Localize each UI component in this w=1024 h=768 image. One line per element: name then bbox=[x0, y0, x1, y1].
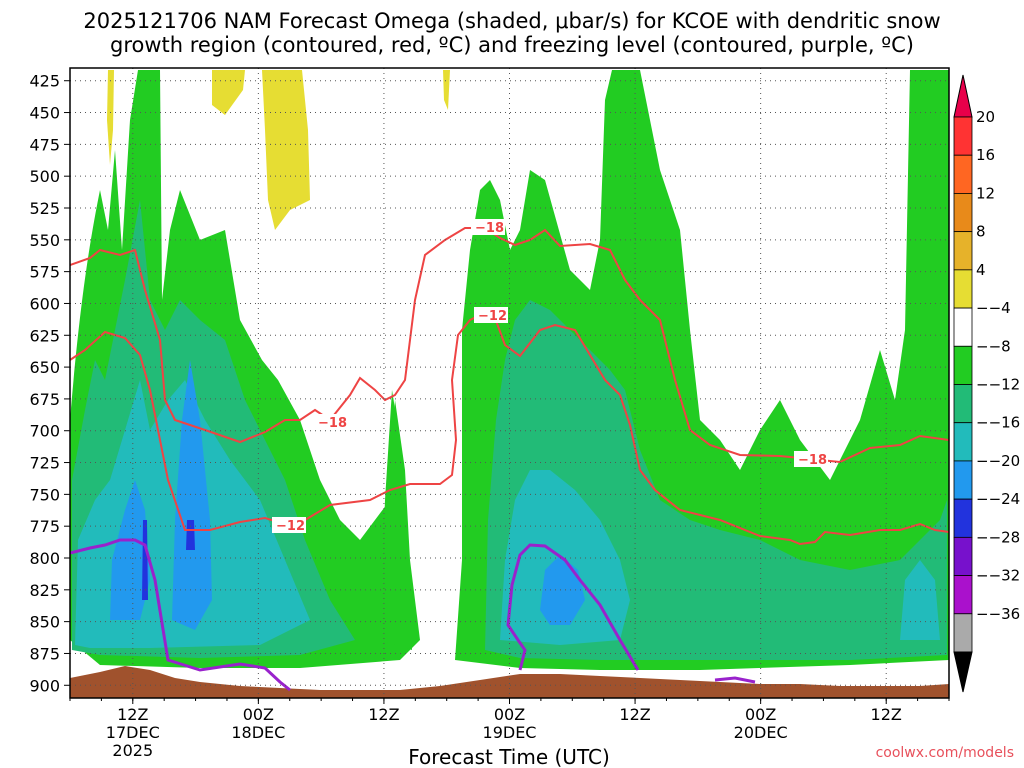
omega-blue-region-west-2 bbox=[172, 360, 212, 630]
omega-yellow-region-3 bbox=[107, 70, 114, 165]
chart-title-line-1: 2025121706 NAM Forecast Omega (shaded, μ… bbox=[83, 9, 940, 33]
colorbar-label: −−28 bbox=[976, 528, 1020, 546]
colorbar-segment bbox=[953, 422, 973, 462]
y-tick-label: 700 bbox=[29, 422, 60, 441]
y-axis: 425 450 475 500 525 550 575 600 625 650 675 700 725 7… bbox=[29, 72, 70, 695]
label-halo bbox=[474, 307, 508, 323]
colorbar-label: −−16 bbox=[976, 414, 1020, 432]
y-tick-label: 675 bbox=[29, 390, 60, 409]
source-credit: coolwx.com/models bbox=[876, 745, 1014, 761]
y-tick-label: 875 bbox=[29, 644, 60, 663]
omega-yellow-region-2 bbox=[262, 70, 310, 230]
colorbar-segment bbox=[953, 384, 973, 424]
y-tick-label: 575 bbox=[29, 263, 60, 282]
colorbar-segment bbox=[953, 307, 973, 347]
y-tick-label: 750 bbox=[29, 485, 60, 504]
freezing-level-contour-west bbox=[70, 538, 291, 692]
x-axis-title: Forecast Time (UTC) bbox=[408, 745, 610, 768]
colorbar-label: 16 bbox=[976, 146, 995, 164]
y-tick-label: 625 bbox=[29, 326, 60, 345]
colorbar-label: −−8 bbox=[976, 337, 1011, 355]
colorbar-segment bbox=[953, 613, 973, 653]
y-tick-label: 850 bbox=[29, 613, 60, 632]
label-halo bbox=[794, 451, 828, 467]
colorbar-segment bbox=[953, 460, 973, 500]
x-tick-label-year: 2025 bbox=[112, 741, 153, 760]
grid-lines bbox=[70, 68, 949, 698]
omega-darkblue-region-2 bbox=[142, 520, 148, 600]
freezing-level-contour-central bbox=[506, 543, 640, 671]
y-tick-label: 525 bbox=[29, 199, 60, 218]
colorbar: 20 16 12 8 4 −−4 −−8 −−12 −−16 −−20 −−24 −−28 −−32 −−… bbox=[953, 74, 1020, 693]
x-tick-label-time: 00Z bbox=[745, 705, 776, 724]
colorbar-label: −−20 bbox=[976, 452, 1020, 470]
dgz-contour-minus18 bbox=[70, 227, 949, 464]
omega-yellow-region-4 bbox=[443, 70, 450, 110]
colorbar-label: −−24 bbox=[976, 490, 1020, 508]
y-tick-label: 550 bbox=[29, 231, 60, 250]
x-tick-label-time: 12Z bbox=[368, 705, 399, 724]
contour-labels: −18 −18 −18 −12 −12 bbox=[272, 219, 828, 534]
x-tick-label-date: 20DEC bbox=[734, 723, 788, 742]
colorbar-label: −−4 bbox=[976, 299, 1011, 317]
y-tick-label: 825 bbox=[29, 581, 60, 600]
y-tick-label: 650 bbox=[29, 358, 60, 377]
y-tick-label: 900 bbox=[29, 676, 60, 695]
y-tick-label: 800 bbox=[29, 549, 60, 568]
x-tick-label-date: 18DEC bbox=[231, 723, 285, 742]
x-tick-label-time: 12Z bbox=[871, 705, 902, 724]
x-tick-label-date: 19DEC bbox=[483, 723, 537, 742]
colorbar-segment bbox=[953, 536, 973, 576]
colorbar-segment bbox=[953, 498, 973, 538]
colorbar-segment bbox=[953, 193, 973, 233]
omega-teal-region-east bbox=[900, 560, 940, 640]
y-tick-label: 500 bbox=[29, 167, 60, 186]
label-halo bbox=[272, 517, 306, 533]
dgz-label-minus18-a: −18 bbox=[318, 416, 347, 431]
dgz-label-minus12-a: −12 bbox=[276, 519, 305, 534]
x-tick-label-date: 17DEC bbox=[106, 723, 160, 742]
colorbar-segment bbox=[953, 269, 973, 309]
colorbar-label: 4 bbox=[976, 261, 986, 279]
colorbar-bottom-arrow bbox=[953, 651, 973, 693]
omega-yellow-region-1 bbox=[212, 70, 245, 115]
x-tick-label-time: 00Z bbox=[243, 705, 274, 724]
y-tick-label: 425 bbox=[29, 72, 60, 91]
colorbar-label: −−12 bbox=[976, 376, 1020, 394]
x-tick-label-time: 00Z bbox=[494, 705, 525, 724]
colorbar-segment bbox=[953, 154, 973, 194]
y-tick-label: 600 bbox=[29, 294, 60, 313]
y-tick-label: 725 bbox=[29, 454, 60, 473]
label-halo bbox=[471, 219, 505, 235]
omega-darkblue-region-1 bbox=[186, 520, 195, 550]
colorbar-label: −−36 bbox=[976, 605, 1020, 623]
dgz-label-minus18-b: −18 bbox=[475, 221, 504, 236]
omega-blue-region-west-1 bbox=[110, 480, 150, 620]
y-tick-label: 450 bbox=[29, 104, 60, 123]
chart-title-line-2: growth region (contoured, red, ºC) and f… bbox=[110, 33, 914, 57]
colorbar-segment bbox=[953, 345, 973, 385]
colorbar-label: −−32 bbox=[976, 567, 1020, 585]
colorbar-segment bbox=[953, 231, 973, 271]
omega-green-region-mid bbox=[380, 390, 412, 650]
freezing-level-contour-east bbox=[714, 676, 756, 684]
x-tick-label-time: 12Z bbox=[619, 705, 650, 724]
x-tick-label-time: 12Z bbox=[117, 705, 148, 724]
colorbar-label: 12 bbox=[976, 184, 995, 202]
y-tick-label: 775 bbox=[29, 517, 60, 536]
colorbar-top-arrow bbox=[953, 74, 973, 118]
colorbar-label: 20 bbox=[976, 108, 995, 126]
dgz-label-minus12-b: −12 bbox=[478, 309, 507, 324]
y-tick-label: 475 bbox=[29, 135, 60, 154]
colorbar-segment bbox=[953, 116, 973, 156]
dgz-label-minus18-c: −18 bbox=[798, 453, 827, 468]
colorbar-segment bbox=[953, 575, 973, 615]
colorbar-label: 8 bbox=[976, 223, 986, 241]
label-halo bbox=[314, 414, 348, 430]
